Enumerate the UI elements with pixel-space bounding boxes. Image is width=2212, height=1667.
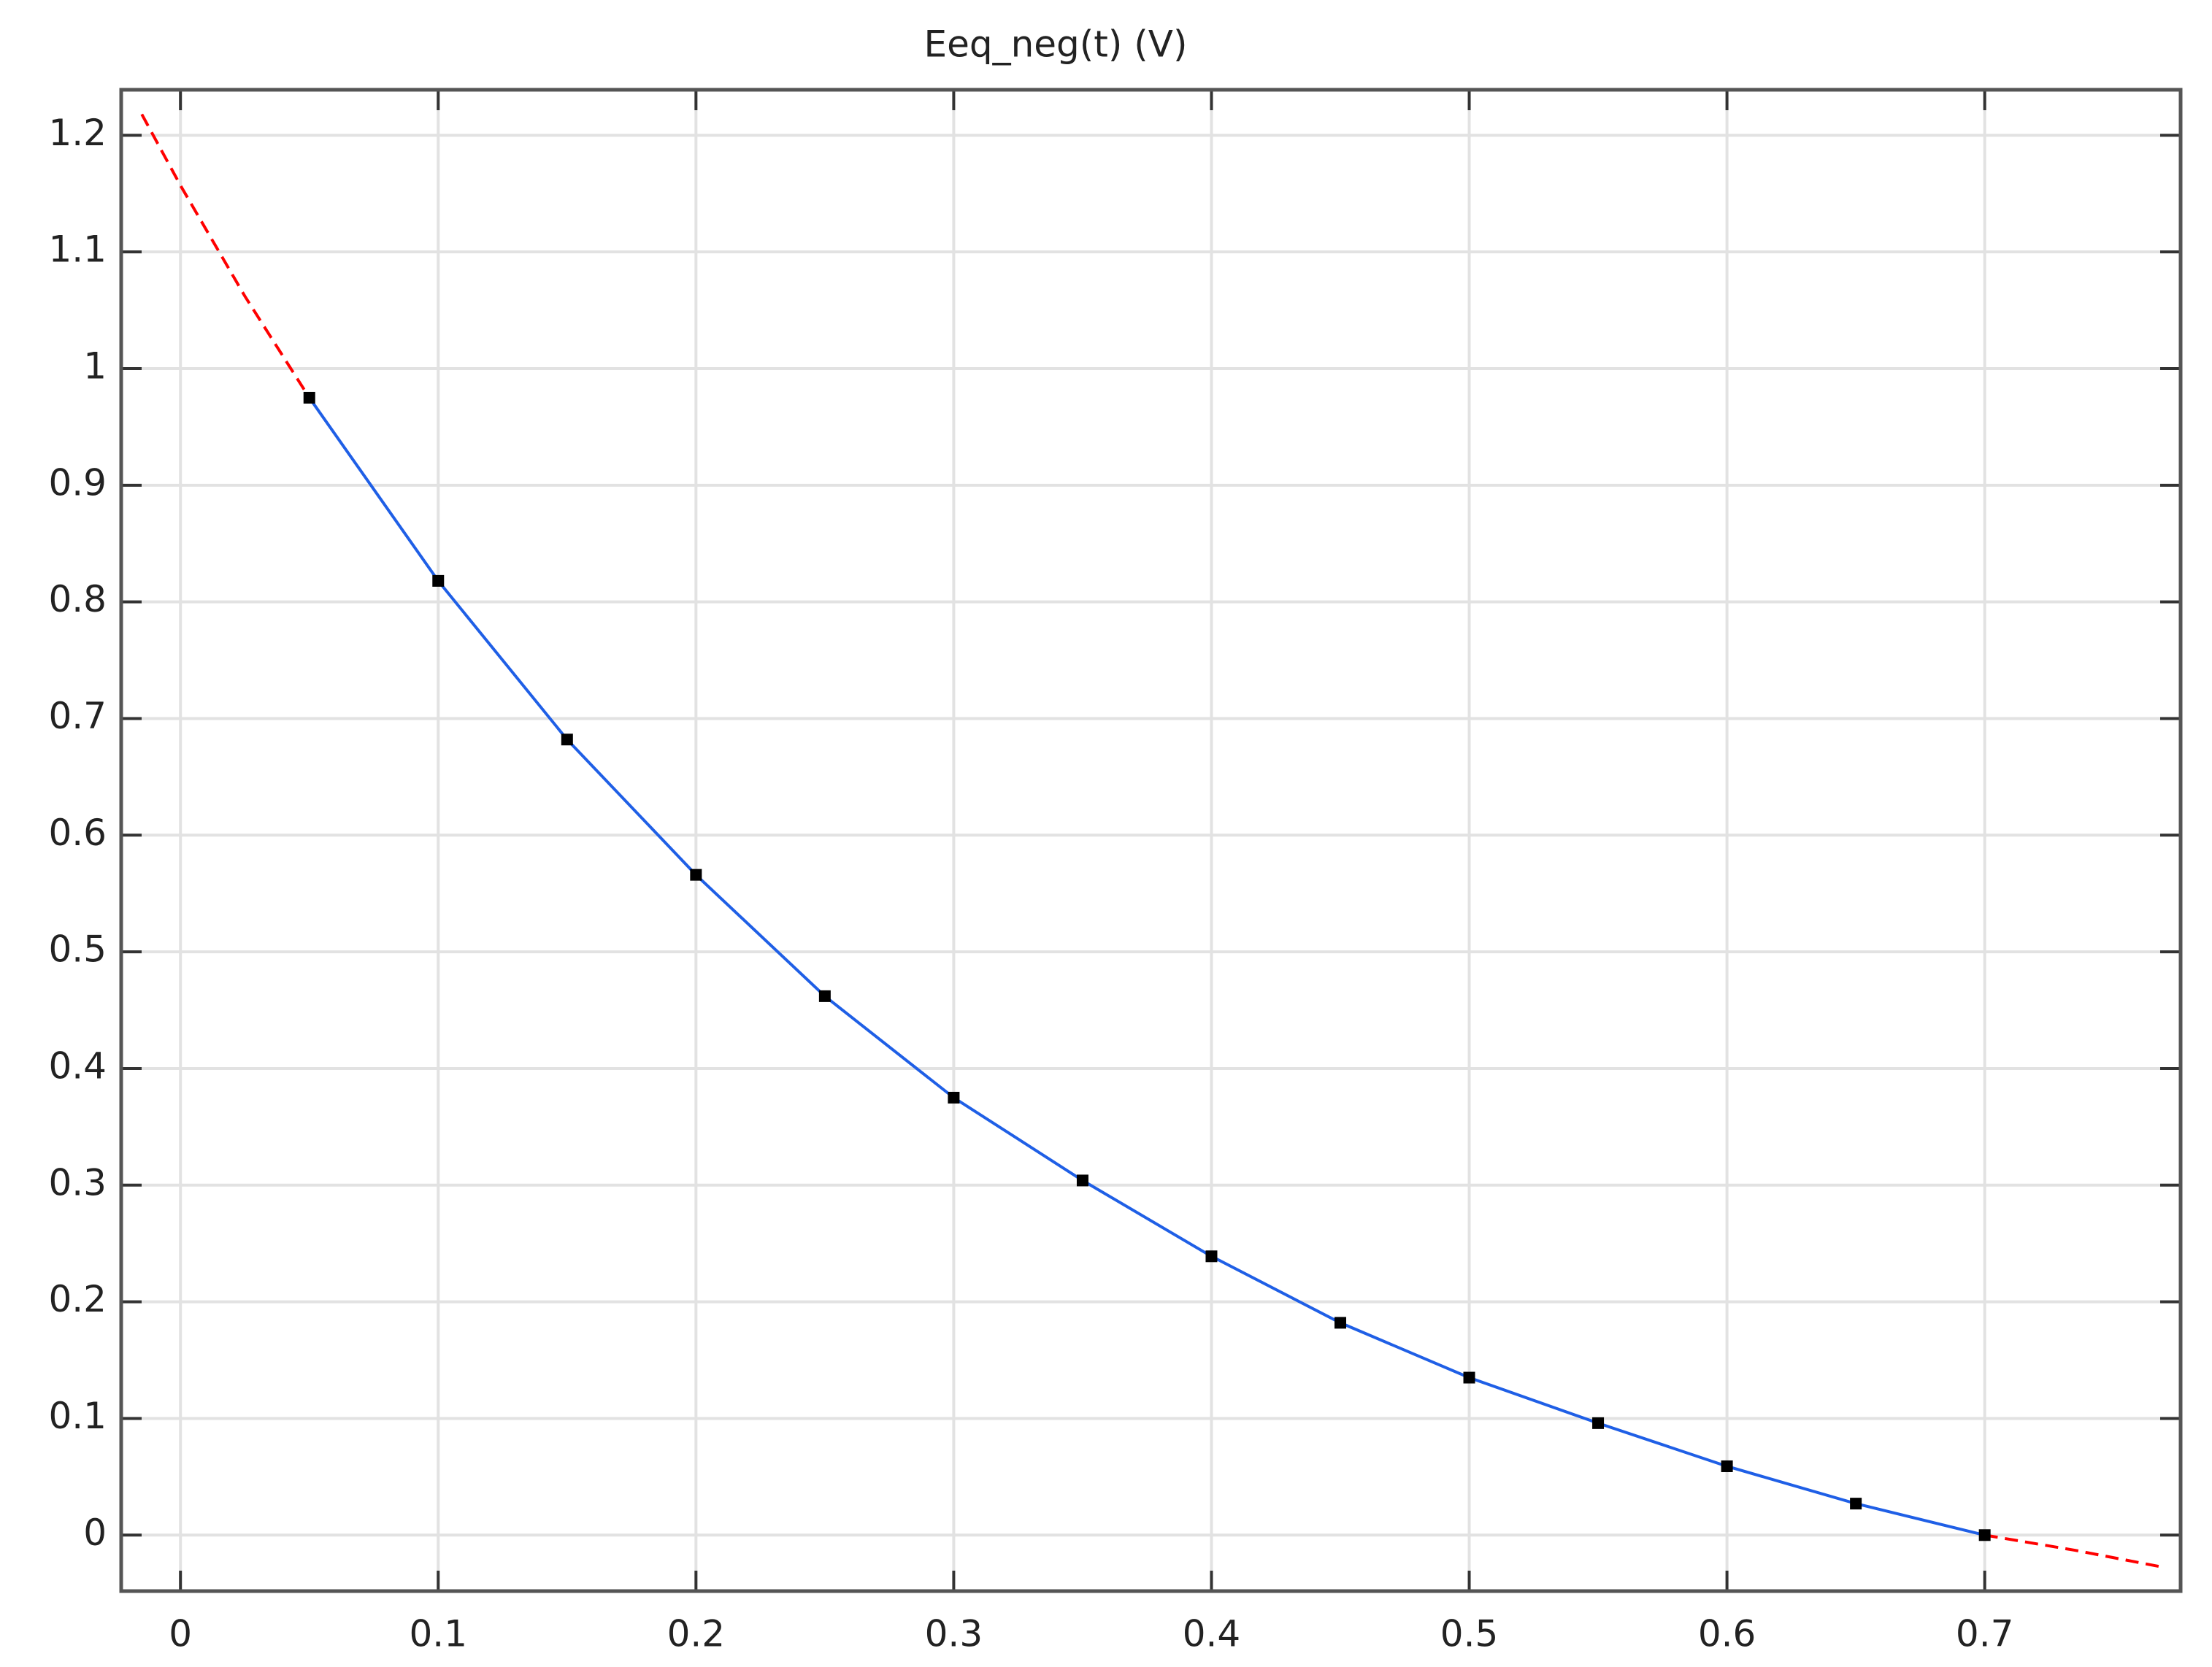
x-tick-label: 0.3 [925,1613,983,1655]
data-point [561,734,573,746]
y-tick-label: 0.4 [48,1044,107,1087]
data-line [308,396,1986,1537]
plot-frame [119,88,2183,1593]
data-point [690,869,702,881]
x-tick-label: 0.1 [410,1613,468,1655]
data-point [1850,1498,1862,1510]
x-tick-label: 0.4 [1183,1613,1241,1655]
x-tick-label: 0.5 [1440,1613,1499,1655]
data-point [1721,1460,1733,1472]
y-tick-label: 1.1 [48,228,107,271]
data-point [303,391,315,404]
y-tick-label: 0.5 [48,928,107,971]
x-tick-label: 0.2 [667,1613,726,1655]
y-tick-label: 0 [83,1512,107,1554]
y-tick-label: 0.6 [48,812,107,854]
y-tick-label: 0.8 [48,578,107,620]
data-point [1335,1317,1347,1329]
data-point [1978,1529,1991,1541]
y-tick-label: 0.9 [48,461,107,504]
data-point [1463,1371,1475,1384]
y-tick-label: 0.7 [48,695,107,737]
data-point [432,574,445,587]
chart-title: Eeq_neg(t) (V) [923,23,1187,66]
y-tick-label: 1.2 [48,112,107,154]
x-tick-label: 0 [169,1613,192,1655]
data-point [818,990,831,1002]
x-tick-label: 0.6 [1698,1613,1756,1655]
y-tick-label: 0.1 [48,1395,107,1437]
y-tick-label: 0.2 [48,1278,107,1320]
extrapolation-line [140,113,2161,1568]
data-point [1076,1174,1088,1187]
data-point [1205,1250,1218,1263]
x-tick-label: 0.7 [1956,1613,2014,1655]
data-point [1592,1417,1605,1429]
y-tick-label: 1 [83,344,107,387]
y-tick-label: 0.3 [48,1161,107,1204]
data-point [948,1091,960,1104]
